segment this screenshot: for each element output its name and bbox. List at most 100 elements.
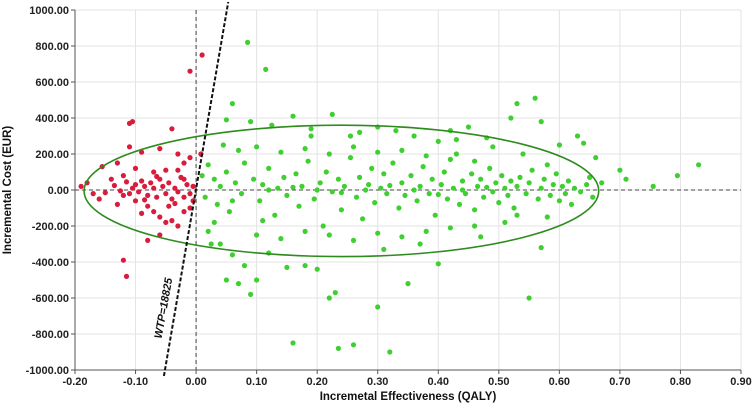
data-point: [248, 119, 254, 125]
data-point: [378, 185, 384, 191]
data-point: [169, 196, 175, 202]
data-point: [254, 232, 260, 238]
x-tick-label: 0.80: [670, 376, 691, 388]
data-point: [278, 149, 284, 155]
x-tick-label: 0.40: [428, 376, 449, 388]
data-point: [578, 189, 584, 195]
data-point: [478, 176, 484, 182]
data-point: [326, 151, 332, 157]
data-point: [590, 194, 596, 200]
data-point: [290, 184, 296, 190]
data-point: [181, 160, 187, 166]
data-point: [317, 180, 323, 186]
data-point: [248, 291, 254, 297]
data-point: [565, 178, 572, 184]
data-point: [120, 192, 126, 198]
data-point: [399, 180, 405, 186]
data-point: [472, 223, 478, 229]
data-point: [305, 158, 311, 164]
data-point: [544, 214, 550, 220]
data-point: [369, 165, 375, 171]
data-point: [145, 203, 151, 209]
data-point: [187, 205, 193, 211]
confidence-ellipse: [83, 124, 600, 258]
data-point: [696, 162, 702, 168]
data-point: [341, 183, 347, 189]
data-point: [229, 198, 235, 204]
data-point: [184, 182, 190, 188]
data-point: [411, 187, 417, 193]
y-tick-label: 400.00: [35, 113, 69, 125]
data-point: [459, 178, 466, 184]
data-point: [266, 165, 272, 171]
data-point: [493, 180, 499, 186]
data-point: [111, 182, 117, 189]
data-point: [302, 228, 308, 234]
data-point: [335, 345, 341, 351]
data-point: [251, 176, 257, 182]
data-point: [208, 241, 214, 247]
data-point: [223, 169, 229, 175]
data-point: [120, 173, 126, 179]
data-point: [475, 183, 481, 189]
data-point: [223, 277, 229, 283]
x-tick-label: 0.70: [609, 376, 630, 388]
overlay: WTP=18825: [83, 1, 600, 377]
data-point: [538, 245, 544, 251]
data-point: [623, 176, 629, 182]
data-point: [142, 197, 148, 203]
data-point: [132, 165, 139, 171]
data-point: [199, 52, 205, 58]
zero-reference-lines: [75, 10, 741, 370]
data-point: [223, 117, 229, 123]
data-point: [217, 183, 223, 189]
data-point: [126, 144, 133, 150]
data-point: [290, 340, 296, 346]
data-point: [571, 185, 578, 191]
data-point: [408, 173, 414, 179]
data-point: [553, 171, 559, 177]
data-point: [126, 191, 133, 197]
data-point: [350, 144, 357, 150]
data-point: [599, 180, 605, 186]
data-point: [502, 185, 508, 191]
data-point: [148, 180, 154, 186]
data-point: [559, 183, 566, 189]
data-point: [399, 147, 405, 153]
data-point: [472, 158, 478, 164]
data-point: [151, 169, 157, 175]
data-point: [172, 185, 178, 191]
data-point: [175, 167, 181, 173]
data-point: [151, 209, 157, 215]
data-point: [90, 191, 96, 197]
data-point: [78, 183, 84, 189]
data-point: [187, 68, 193, 74]
data-point: [435, 191, 441, 198]
data-point: [441, 169, 447, 175]
x-tick-label: 0.20: [306, 376, 327, 388]
data-point: [505, 192, 511, 198]
data-point: [650, 183, 656, 189]
data-point: [444, 196, 450, 202]
data-point: [120, 257, 126, 263]
data-point: [541, 176, 547, 182]
data-point: [260, 218, 266, 224]
data-point: [523, 191, 529, 197]
data-point: [417, 241, 423, 247]
data-point: [674, 173, 681, 179]
data-point: [360, 216, 366, 222]
data-point: [139, 149, 145, 155]
data-point: [308, 126, 314, 132]
data-point: [254, 144, 260, 150]
y-tick-label: 0.00: [48, 185, 69, 197]
data-point: [462, 191, 469, 197]
data-point: [308, 133, 314, 139]
data-point: [535, 196, 541, 202]
data-point: [423, 153, 429, 159]
data-point: [284, 264, 290, 270]
data-point: [226, 209, 232, 215]
data-point: [139, 210, 145, 216]
data-point: [496, 200, 502, 206]
data-point: [350, 342, 357, 348]
data-point: [154, 173, 160, 180]
